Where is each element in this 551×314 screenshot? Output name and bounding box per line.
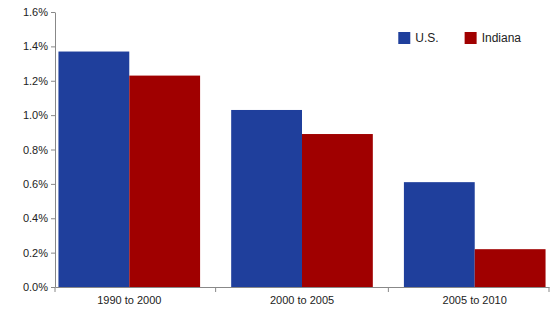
legend-swatch — [398, 32, 410, 44]
y-axis-line — [55, 13, 56, 288]
y-tick: 1.2% — [23, 75, 55, 87]
y-tick-mark — [51, 184, 55, 185]
y-tick: 0.8% — [23, 144, 55, 156]
y-tick-mark — [51, 46, 55, 47]
y-tick-label: 1.2% — [23, 75, 48, 87]
y-tick-label: 0.2% — [23, 247, 48, 259]
bar — [475, 249, 546, 287]
legend-item: U.S. — [398, 31, 438, 45]
y-tick-label: 1.4% — [23, 40, 48, 52]
y-tick-mark — [51, 12, 55, 13]
legend-label: U.S. — [415, 31, 438, 45]
y-tick-mark — [51, 287, 55, 288]
bars — [58, 52, 545, 287]
y-tick: 1.4% — [23, 40, 55, 52]
y-tick-label: 0.6% — [23, 178, 48, 190]
y-tick-label: 1.6% — [23, 6, 48, 18]
plot: 0.0% 0.2% 0.4% 0.6% 0.8% 1.0% 1.2% 1.4% 1.6% 1990… — [23, 6, 550, 306]
category-separator — [55, 287, 56, 292]
x-axis: 1990 to 2000 2000 to 2005 2005 to 2010 — [55, 287, 550, 306]
category-separator — [388, 287, 389, 292]
category-separator — [215, 287, 216, 292]
chart: 0.0% 0.2% 0.4% 0.6% 0.8% 1.0% 1.2% 1.4% 1.6% 1990… — [0, 0, 551, 314]
x-tick: 2000 to 2005 — [270, 287, 334, 306]
x-tick: 2005 to 2010 — [443, 287, 507, 306]
legend: U.S. Indiana — [398, 31, 521, 45]
bar-series — [129, 76, 545, 287]
y-tick-label: 0.0% — [23, 281, 48, 293]
bar — [231, 110, 302, 287]
bar — [302, 134, 373, 287]
y-tick-mark — [51, 253, 55, 254]
legend-swatch — [465, 32, 477, 44]
y-tick-mark — [51, 218, 55, 219]
legend-label: Indiana — [482, 31, 522, 45]
y-tick-label: 1.0% — [23, 109, 48, 121]
bar — [404, 182, 475, 287]
x-tick-label: 2000 to 2005 — [270, 294, 334, 306]
x-tick-label: 1990 to 2000 — [97, 294, 161, 306]
y-tick: 0.6% — [23, 178, 55, 190]
y-tick: 0.2% — [23, 247, 55, 259]
y-tick: 1.6% — [23, 6, 55, 18]
y-tick-label: 0.4% — [23, 212, 48, 224]
y-tick: 0.0% — [23, 281, 55, 293]
y-tick-mark — [51, 81, 55, 82]
bar-series — [58, 52, 474, 287]
category-separator — [549, 287, 550, 292]
y-tick-mark — [51, 150, 55, 151]
y-tick: 1.0% — [23, 109, 55, 121]
x-tick-label: 2005 to 2010 — [443, 294, 507, 306]
legend-item: Indiana — [465, 31, 522, 45]
bar — [129, 76, 200, 287]
y-tick-mark — [51, 115, 55, 116]
y-tick: 0.4% — [23, 212, 55, 224]
x-tick: 1990 to 2000 — [97, 287, 161, 306]
x-axis-line — [56, 287, 550, 288]
y-tick-label: 0.8% — [23, 144, 48, 156]
bar — [58, 52, 129, 287]
y-axis: 0.0% 0.2% 0.4% 0.6% 0.8% 1.0% 1.2% 1.4% 1.6% — [23, 6, 56, 293]
